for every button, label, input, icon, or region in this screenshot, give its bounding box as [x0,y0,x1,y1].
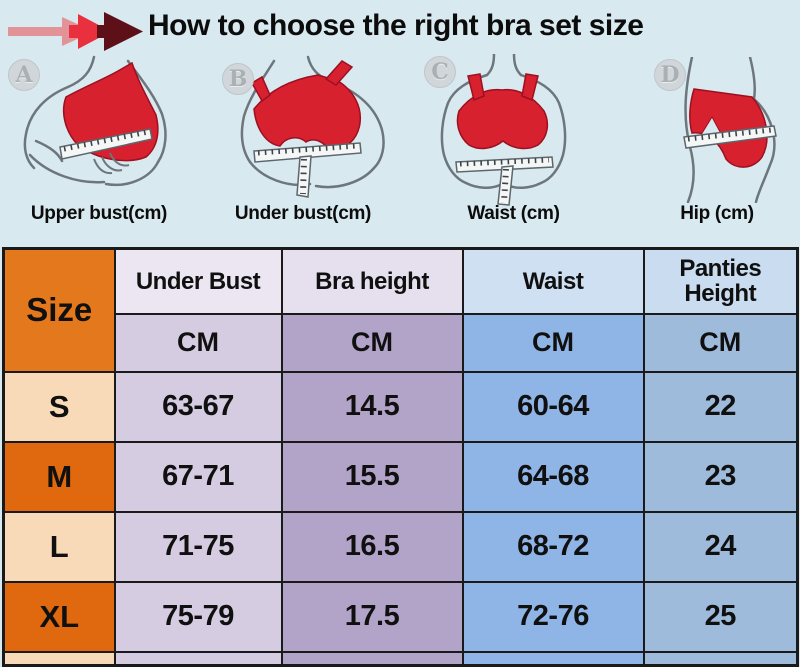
xl-under-bust: 75-79 [113,580,283,653]
s-panties-height: 22 [642,370,799,443]
caption-hip: Hip (cm) [680,203,754,224]
unit-under-bust: CM [113,312,283,373]
table-row-s: S 63-67 14.5 60-64 22 [2,370,799,443]
size-label-l: L [2,510,116,583]
col-header-under-bust: Under Bust [113,247,283,315]
caption-under-bust: Under bust(cm) [234,203,372,224]
size-label-m: M [2,440,116,513]
col-header-bra-height: Bra height [280,247,464,315]
figure-a-badge: A [8,59,40,91]
figure-c-badge: C [424,56,456,88]
unit-waist: CM [461,312,645,373]
page-title: How to choose the right bra set size [148,9,644,42]
l-under-bust: 71-75 [113,510,283,583]
s-bra-height: 14.5 [280,370,464,443]
figure-d-letter: D [660,62,680,88]
col-header-waist: Waist [461,247,645,315]
size-label-s: S [2,370,116,443]
figure-under-bust: B [208,55,400,203]
size-column-header: Size [2,247,116,373]
l-bra-height: 16.5 [280,510,464,583]
table-row-m: M 67-71 15.5 64-68 23 [2,440,799,513]
m-under-bust: 67-71 [113,440,283,513]
unit-bra-height: CM [280,312,464,373]
figure-c-letter: C [431,59,449,85]
m-waist: 64-68 [461,440,645,513]
xl-bra-height: 17.5 [280,580,464,653]
figure-b-letter: B [228,66,248,92]
s-waist: 60-64 [461,370,645,443]
xl-waist: 72-76 [461,580,645,653]
waist-measure-illustration [440,54,567,206]
l-panties-height: 24 [642,510,799,583]
under-bust-measure-illustration [240,55,385,198]
caption-waist: Waist (cm) [467,203,560,224]
figure-b-badge: B [222,63,254,95]
upper-bust-measure-illustration [23,55,167,187]
l-waist: 68-72 [461,510,645,583]
table-row-l: L 71-75 16.5 68-72 24 [2,510,799,583]
xl-panties-height: 25 [642,580,799,653]
figure-a-letter: A [15,62,33,88]
figure-waist: C [414,54,592,206]
table-row-xl: XL 75-79 17.5 72-76 25 [2,580,799,653]
triple-arrow-icon [8,12,143,51]
hip-measure-illustration [683,57,777,203]
m-panties-height: 23 [642,440,799,513]
caption-upper-bust: Upper bust(cm) [30,203,168,224]
table-row-partial [2,650,799,667]
size-chart-table: Size Under Bust Bra height Waist Panties… [2,247,799,667]
figure-hip: D [632,57,800,203]
unit-panties-height: CM [642,312,799,373]
figure-d-badge: D [654,59,686,91]
m-bra-height: 15.5 [280,440,464,513]
size-label-xl: XL [2,580,116,653]
figure-upper-bust: A [6,55,196,203]
s-under-bust: 63-67 [113,370,283,443]
col-header-panties-height: Panties Height [642,247,799,315]
